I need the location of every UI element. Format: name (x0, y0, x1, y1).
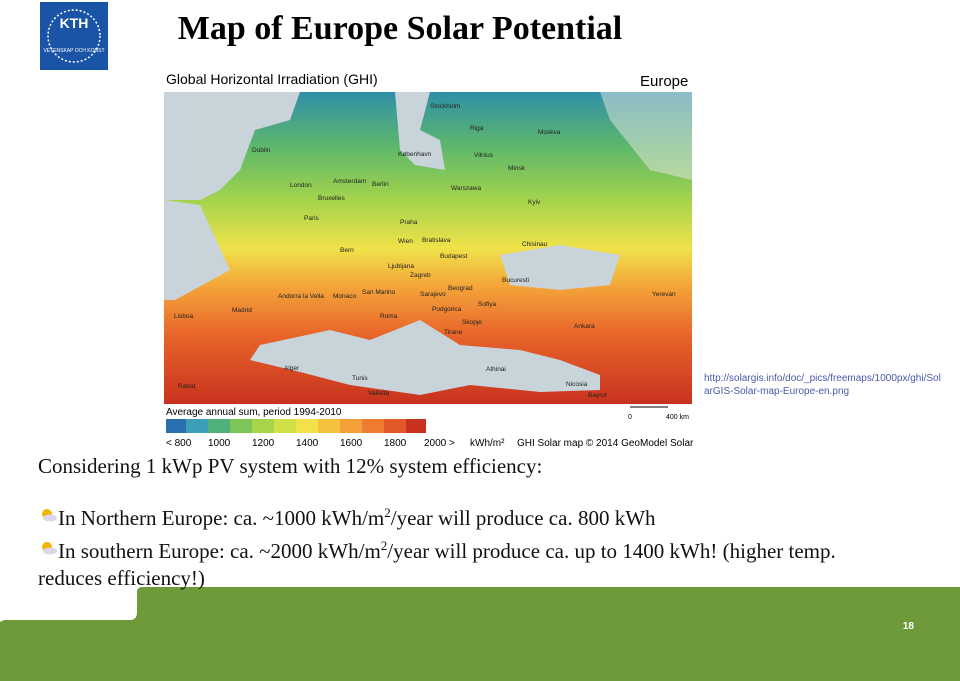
city-label: Wien (398, 238, 413, 245)
city-label: Warszawa (451, 185, 481, 192)
sea (395, 92, 445, 170)
city-label: Kyiv (528, 199, 541, 206)
bullet-icon (42, 509, 57, 522)
superscript: 2 (380, 538, 388, 553)
city-label: Bern (340, 247, 354, 254)
city-label: Skopje (462, 319, 482, 326)
footer-band (0, 587, 960, 681)
city-label: Yerevan (652, 291, 676, 298)
city-label: Zagreb (410, 272, 431, 279)
bullet-text: /year will produce ca. 800 kWh (390, 506, 656, 530)
city-label: Andorra la Vella (278, 293, 324, 300)
no-data (600, 92, 692, 180)
superscript: 2 (384, 505, 391, 520)
bullet-text: In southern Europe: ca. ~2000 kWh/m (58, 539, 381, 563)
city-label: Bayrut (588, 392, 607, 399)
city-label: San Marino (362, 289, 396, 296)
legend-label: 1200 (252, 438, 275, 449)
city-label: London (290, 182, 312, 189)
city-label: Moskva (538, 129, 561, 136)
page-number: 18 (902, 621, 914, 632)
intro-text: Considering 1 kWp PV system with 12% sys… (38, 454, 543, 478)
city-label: Minsk (508, 165, 526, 172)
legend-label: 1600 (340, 438, 363, 449)
bullet-text: In Northern Europe: ca. ~1000 kWh/m (58, 506, 385, 530)
bullet-continuation: reduces efficiency!) (38, 566, 205, 590)
city-label: Ankara (574, 323, 595, 330)
city-label: Bucuresti (502, 277, 529, 284)
slide-title: Map of Europe Solar Potential (177, 10, 623, 47)
scale-label: 0 (628, 414, 632, 421)
city-label: Monaco (333, 293, 357, 300)
scale-label: 400 km (666, 414, 689, 421)
legend-label: 2000 > (424, 438, 455, 449)
city-label: Chisinau (522, 241, 548, 248)
map-heading: Global Horizontal Irradiation (GHI) (166, 71, 378, 87)
legend-bar (166, 419, 426, 433)
logo-ring (47, 9, 101, 63)
city-label: Tunis (352, 375, 368, 382)
sea (500, 245, 620, 290)
logo-motto: VETENSKAP OCH KONST (43, 48, 104, 54)
city-label: Ljubljana (388, 263, 414, 270)
city-label: Lisboa (174, 313, 194, 320)
source-link: http://solargis.info/doc/_pics/freemaps/… (704, 373, 941, 397)
legend-label: 1000 (208, 438, 231, 449)
city-label: Sofiya (478, 301, 496, 308)
map-credit: GHI Solar map © 2014 GeoModel Solar (517, 438, 694, 449)
bullet: In southern Europe: ca. ~2000 kWh/m2/yea… (58, 538, 836, 564)
city-label: Bratislava (422, 237, 451, 244)
map-region: Europe (640, 73, 688, 90)
city-label: Rabat (178, 383, 196, 390)
city-label: Budapest (440, 253, 468, 260)
sea (250, 320, 600, 395)
legend-label: 1800 (384, 438, 407, 449)
city-label: Dublin (252, 147, 271, 154)
logo-box (40, 2, 108, 70)
city-label: Roma (380, 313, 398, 320)
city-label: Athinai (486, 366, 506, 373)
sea (164, 200, 230, 300)
bullet-icon (42, 542, 57, 555)
city-label: Paris (304, 215, 320, 222)
legend-label: 1400 (296, 438, 319, 449)
legend-title: Average annual sum, period 1994-2010 (166, 407, 342, 418)
city-label: Podgorica (432, 306, 462, 313)
city-label: Amsterdam (333, 178, 366, 185)
legend-unit: kWh/m² (470, 438, 505, 449)
city-label: Madrid (232, 307, 252, 314)
sea (164, 92, 300, 200)
city-label: København (398, 151, 432, 158)
city-label: Beograd (448, 285, 473, 292)
city-label: Berlin (372, 181, 389, 188)
city-label: Tirane (444, 329, 463, 336)
city-label: Sarajevo (420, 291, 446, 298)
logo-name: KTH (60, 15, 89, 31)
bullet-text: /year will produce ca. up to 1400 kWh! (… (387, 539, 836, 563)
city-label: Nicosia (566, 381, 588, 388)
city-label: Valletta (368, 390, 390, 397)
city-label: Riga (470, 125, 484, 132)
bullet: In Northern Europe: ca. ~1000 kWh/m2/yea… (58, 505, 656, 531)
legend-label: < 800 (166, 438, 192, 449)
city-label: Alger (284, 365, 300, 372)
city-label: Bruxelles (318, 195, 345, 202)
city-label: Vilnius (474, 152, 494, 159)
city-label: Stockholm (430, 103, 460, 110)
city-label: Praha (400, 219, 418, 226)
